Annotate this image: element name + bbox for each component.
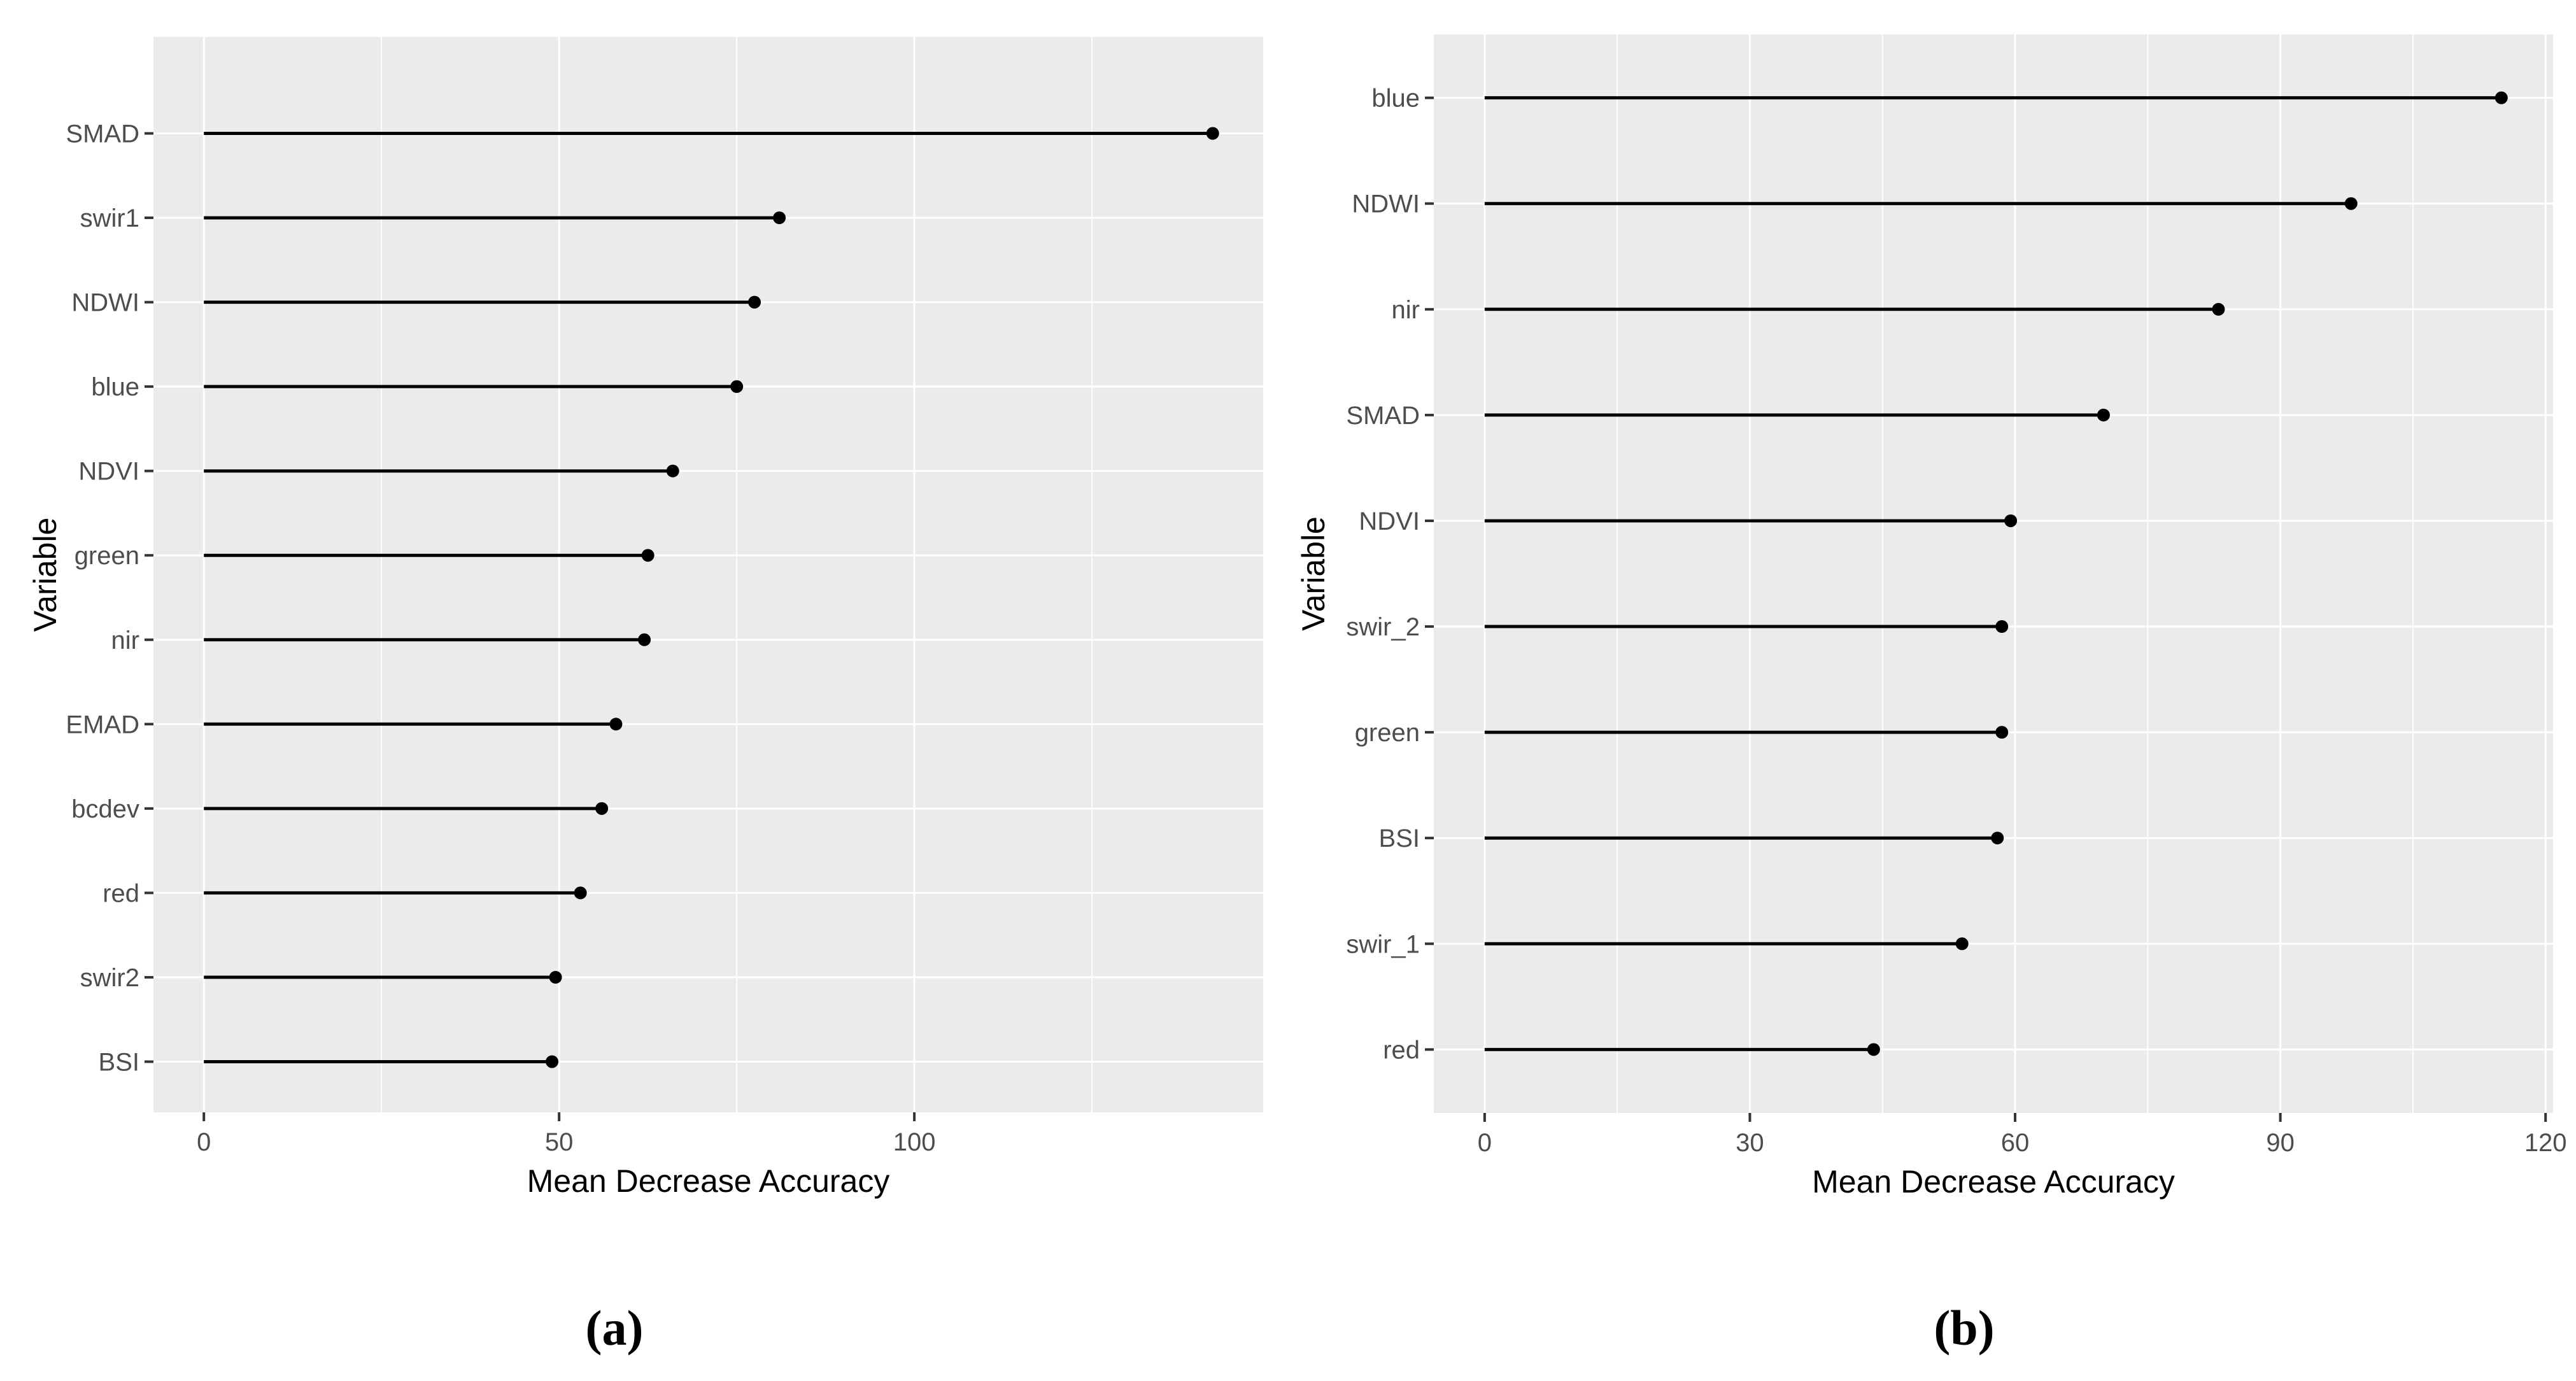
point-red (574, 886, 587, 900)
point-blue (2495, 91, 2508, 104)
point-blue (730, 380, 744, 393)
y-label-bcdev: bcdev (71, 795, 139, 823)
point-NDVI (666, 464, 679, 478)
x-tick-label-60: 60 (2001, 1129, 2030, 1157)
y-label-NDVI: NDVI (1359, 507, 1420, 535)
y-label-swir2: swir2 (80, 964, 139, 992)
y-axis-title: Variable (27, 518, 63, 632)
x-tick-label-30: 30 (1736, 1129, 1764, 1157)
point-nir (2212, 302, 2225, 316)
point-EMAD (609, 718, 623, 731)
point-swir2 (549, 970, 562, 984)
lollipop-swir1 (204, 211, 786, 225)
plot-panel (153, 37, 1263, 1112)
lollipop-swir2 (204, 970, 562, 984)
y-label-nir: nir (111, 627, 139, 655)
y-label-green: green (1355, 719, 1420, 747)
y-axis: SMAD swir1 NDWI blue NDVI green nir EMAD bcdev re… (66, 120, 153, 1076)
point-bcdev (595, 802, 609, 815)
lollipop-NDWI (1484, 197, 2358, 210)
lollipop-BSI (1484, 832, 2004, 845)
lollipops (1484, 91, 2508, 1056)
y-label-blue: blue (1371, 85, 1420, 113)
point-swir1 (773, 211, 786, 225)
lollipop-red (204, 886, 587, 900)
x-tick-label-0: 0 (1478, 1129, 1492, 1157)
lollipop-NDVI (204, 464, 679, 478)
x-tick-label-100: 100 (893, 1128, 936, 1156)
x-tick-label-50: 50 (545, 1128, 574, 1156)
lollipop-EMAD (204, 718, 623, 731)
lollipop-nir (1484, 302, 2225, 316)
lollipop-NDVI (1484, 514, 2018, 527)
x-axis: 0 50 100 (197, 1112, 935, 1156)
y-label-SMAD: SMAD (1346, 402, 1420, 430)
point-red (1867, 1043, 1880, 1056)
lollipop-blue (204, 380, 744, 393)
plot-panel (1434, 34, 2553, 1113)
point-green (1995, 726, 2009, 739)
point-swir_2 (1995, 620, 2009, 634)
y-label-blue: blue (91, 373, 139, 401)
y-label-green: green (74, 542, 139, 570)
point-NDWI (2344, 197, 2358, 210)
point-BSI (1991, 832, 2004, 845)
lollipop-green (204, 549, 655, 562)
lollipop-BSI (204, 1055, 559, 1068)
y-label-EMAD: EMAD (66, 711, 139, 739)
caption-a: (a) (586, 1300, 644, 1356)
y-label-NDVI: NDVI (78, 458, 139, 486)
lollipop-nir (204, 633, 651, 646)
x-tick-label-120: 120 (2524, 1129, 2567, 1157)
point-swir_1 (1955, 937, 1969, 951)
y-label-NDWI: NDWI (71, 289, 139, 317)
chart-a: SMAD swir1 NDWI blue NDVI green nir EMAD bcdev re… (27, 37, 1263, 1356)
point-BSI (546, 1055, 559, 1068)
lollipop-NDWI (204, 295, 761, 309)
point-SMAD (1206, 127, 1219, 140)
lollipop-red (1484, 1043, 1880, 1056)
y-label-swir_2: swir_2 (1346, 613, 1420, 641)
y-label-nir: nir (1392, 296, 1420, 324)
lollipop-swir_1 (1484, 937, 1969, 951)
lollipops (204, 127, 1219, 1068)
x-axis: 0 30 60 90 120 (1478, 1113, 2567, 1157)
y-label-red: red (1383, 1036, 1420, 1064)
lollipop-SMAD (1484, 408, 2110, 421)
point-SMAD (2097, 408, 2110, 421)
y-axis-title: Variable (1296, 516, 1331, 631)
y-label-red: red (103, 879, 139, 907)
lollipop-swir_2 (1484, 620, 2009, 634)
point-NDVI (2004, 514, 2018, 527)
y-label-swir_1: swir_1 (1346, 930, 1420, 958)
x-tick-label-0: 0 (197, 1128, 211, 1156)
y-label-SMAD: SMAD (66, 120, 139, 148)
x-axis-title: Mean Decrease Accuracy (527, 1163, 890, 1199)
point-nir (638, 633, 651, 646)
y-label-BSI: BSI (1379, 825, 1420, 853)
lollipop-green (1484, 726, 2009, 739)
x-tick-label-90: 90 (2266, 1129, 2295, 1157)
y-label-swir1: swir1 (80, 204, 139, 232)
point-NDWI (748, 295, 761, 309)
caption-b: (b) (1934, 1300, 1994, 1356)
y-label-BSI: BSI (99, 1048, 139, 1076)
lollipop-bcdev (204, 802, 609, 815)
lollipop-blue (1484, 91, 2508, 104)
x-axis-title: Mean Decrease Accuracy (1812, 1164, 2175, 1200)
lollipop-SMAD (204, 127, 1219, 140)
point-green (641, 549, 655, 562)
y-label-NDWI: NDWI (1352, 190, 1420, 218)
